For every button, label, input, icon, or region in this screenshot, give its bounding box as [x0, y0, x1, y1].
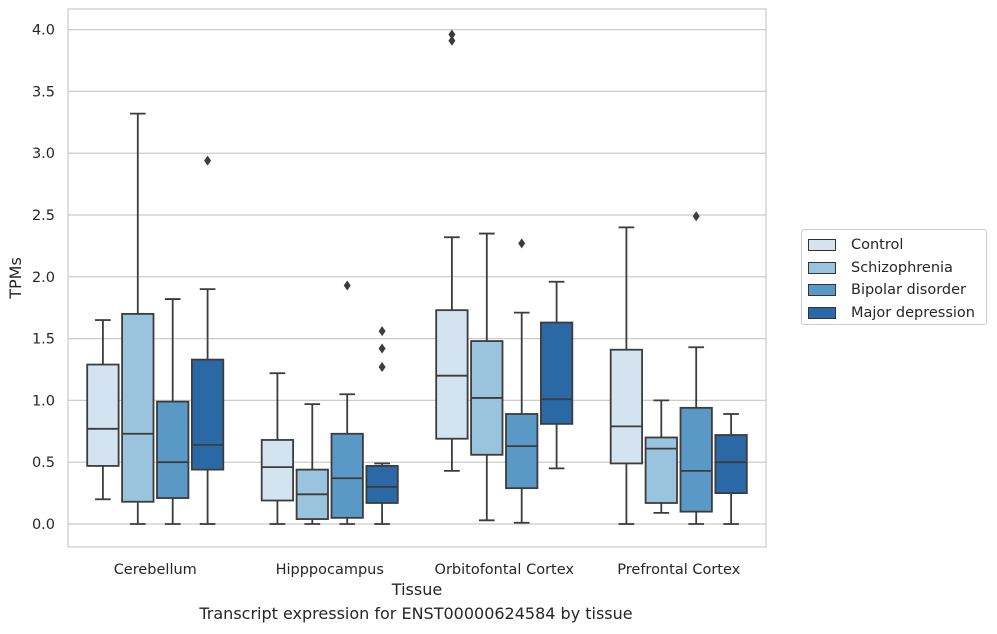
legend-label: Major depression [851, 304, 975, 321]
legend-swatch [808, 261, 836, 274]
box-schizophrenia [121, 112, 155, 525]
x-tick-label: Cerebellum [114, 562, 197, 578]
box-bipolar-disorder [505, 238, 539, 524]
x-tick-label: Hipppocampus [276, 562, 384, 578]
legend-label: Schizophrenia [851, 259, 953, 276]
plot-area-frame [67, 8, 767, 548]
y-tick-label: 4.0 [32, 23, 55, 39]
outlier-point [448, 35, 456, 46]
iqr-box [644, 436, 678, 504]
box-bipolar-disorder [330, 280, 364, 525]
x-axis-label: Tissue [391, 580, 442, 599]
iqr-box [609, 348, 644, 465]
iqr-box [679, 406, 713, 513]
y-axis-ticks: 0.0 0.5 1.0 1.5 2.0 2.5 3.0 3.5 4.0 [32, 23, 55, 533]
y-tick-label: 2.0 [32, 270, 55, 286]
iqr-box [539, 321, 574, 425]
box-control [86, 319, 120, 501]
figure-caption: Transcript expression for ENST0000062458… [199, 604, 633, 623]
box-bipolar-disorder [679, 211, 713, 525]
y-tick-label: 2.5 [32, 208, 55, 224]
iqr-box [121, 312, 155, 503]
y-tick-label: 1.5 [32, 332, 55, 348]
x-tick-label: Prefrontal Cortex [617, 562, 740, 578]
box-major-depression [365, 326, 399, 525]
y-tick-label: 3.5 [32, 84, 55, 100]
outlier-point [343, 280, 351, 291]
legend-label: Control [851, 237, 904, 253]
box-schizophrenia [644, 399, 678, 514]
box-major-depression [539, 280, 574, 470]
box-schizophrenia [295, 403, 329, 525]
y-tick-label: 1.0 [32, 393, 55, 409]
box-schizophrenia [470, 232, 504, 522]
box-major-depression [714, 413, 748, 525]
iqr-box [190, 358, 225, 471]
iqr-box [714, 434, 748, 494]
legend-label: Bipolar disorder [851, 282, 966, 298]
box-control [260, 372, 295, 525]
iqr-box [365, 465, 399, 504]
box-bipolar-disorder [156, 298, 190, 525]
box-control [435, 29, 469, 472]
legend-swatch [808, 306, 836, 319]
outlier-point [448, 29, 456, 40]
iqr-box [260, 439, 295, 502]
y-tick-label: 3.0 [32, 146, 55, 162]
legend-swatch [808, 239, 836, 251]
iqr-box [156, 400, 190, 499]
outlier-point [692, 211, 700, 222]
outlier-point [518, 238, 526, 249]
x-tick-label: Orbitofontal Cortex [435, 562, 575, 578]
outlier-point [378, 326, 386, 337]
y-tick-label: 0.5 [32, 455, 55, 471]
legend-swatch [808, 284, 836, 296]
iqr-box [505, 413, 539, 490]
outlier-point [378, 343, 386, 354]
outlier-point [204, 155, 212, 166]
legend-item: Schizophrenia [808, 257, 953, 279]
iqr-box [86, 363, 120, 467]
y-axis-label: TPMs [6, 257, 25, 300]
outlier-point [378, 362, 386, 373]
legend-item: Bipolar disorder [808, 279, 966, 301]
legend-item: Major depression [808, 302, 975, 324]
iqr-box [435, 309, 469, 440]
x-axis-ticks: Cerebellum Hipppocampus Orbitofontal Corte… [114, 562, 741, 578]
box-groups [86, 29, 748, 525]
box-control [609, 226, 644, 525]
iqr-box [330, 432, 364, 519]
legend: Control Schizophrenia Bipolar disorder Majo… [801, 229, 987, 325]
y-tick-label: 0.0 [32, 517, 55, 533]
box-major-depression [190, 155, 225, 525]
legend-item: Control [808, 234, 903, 256]
